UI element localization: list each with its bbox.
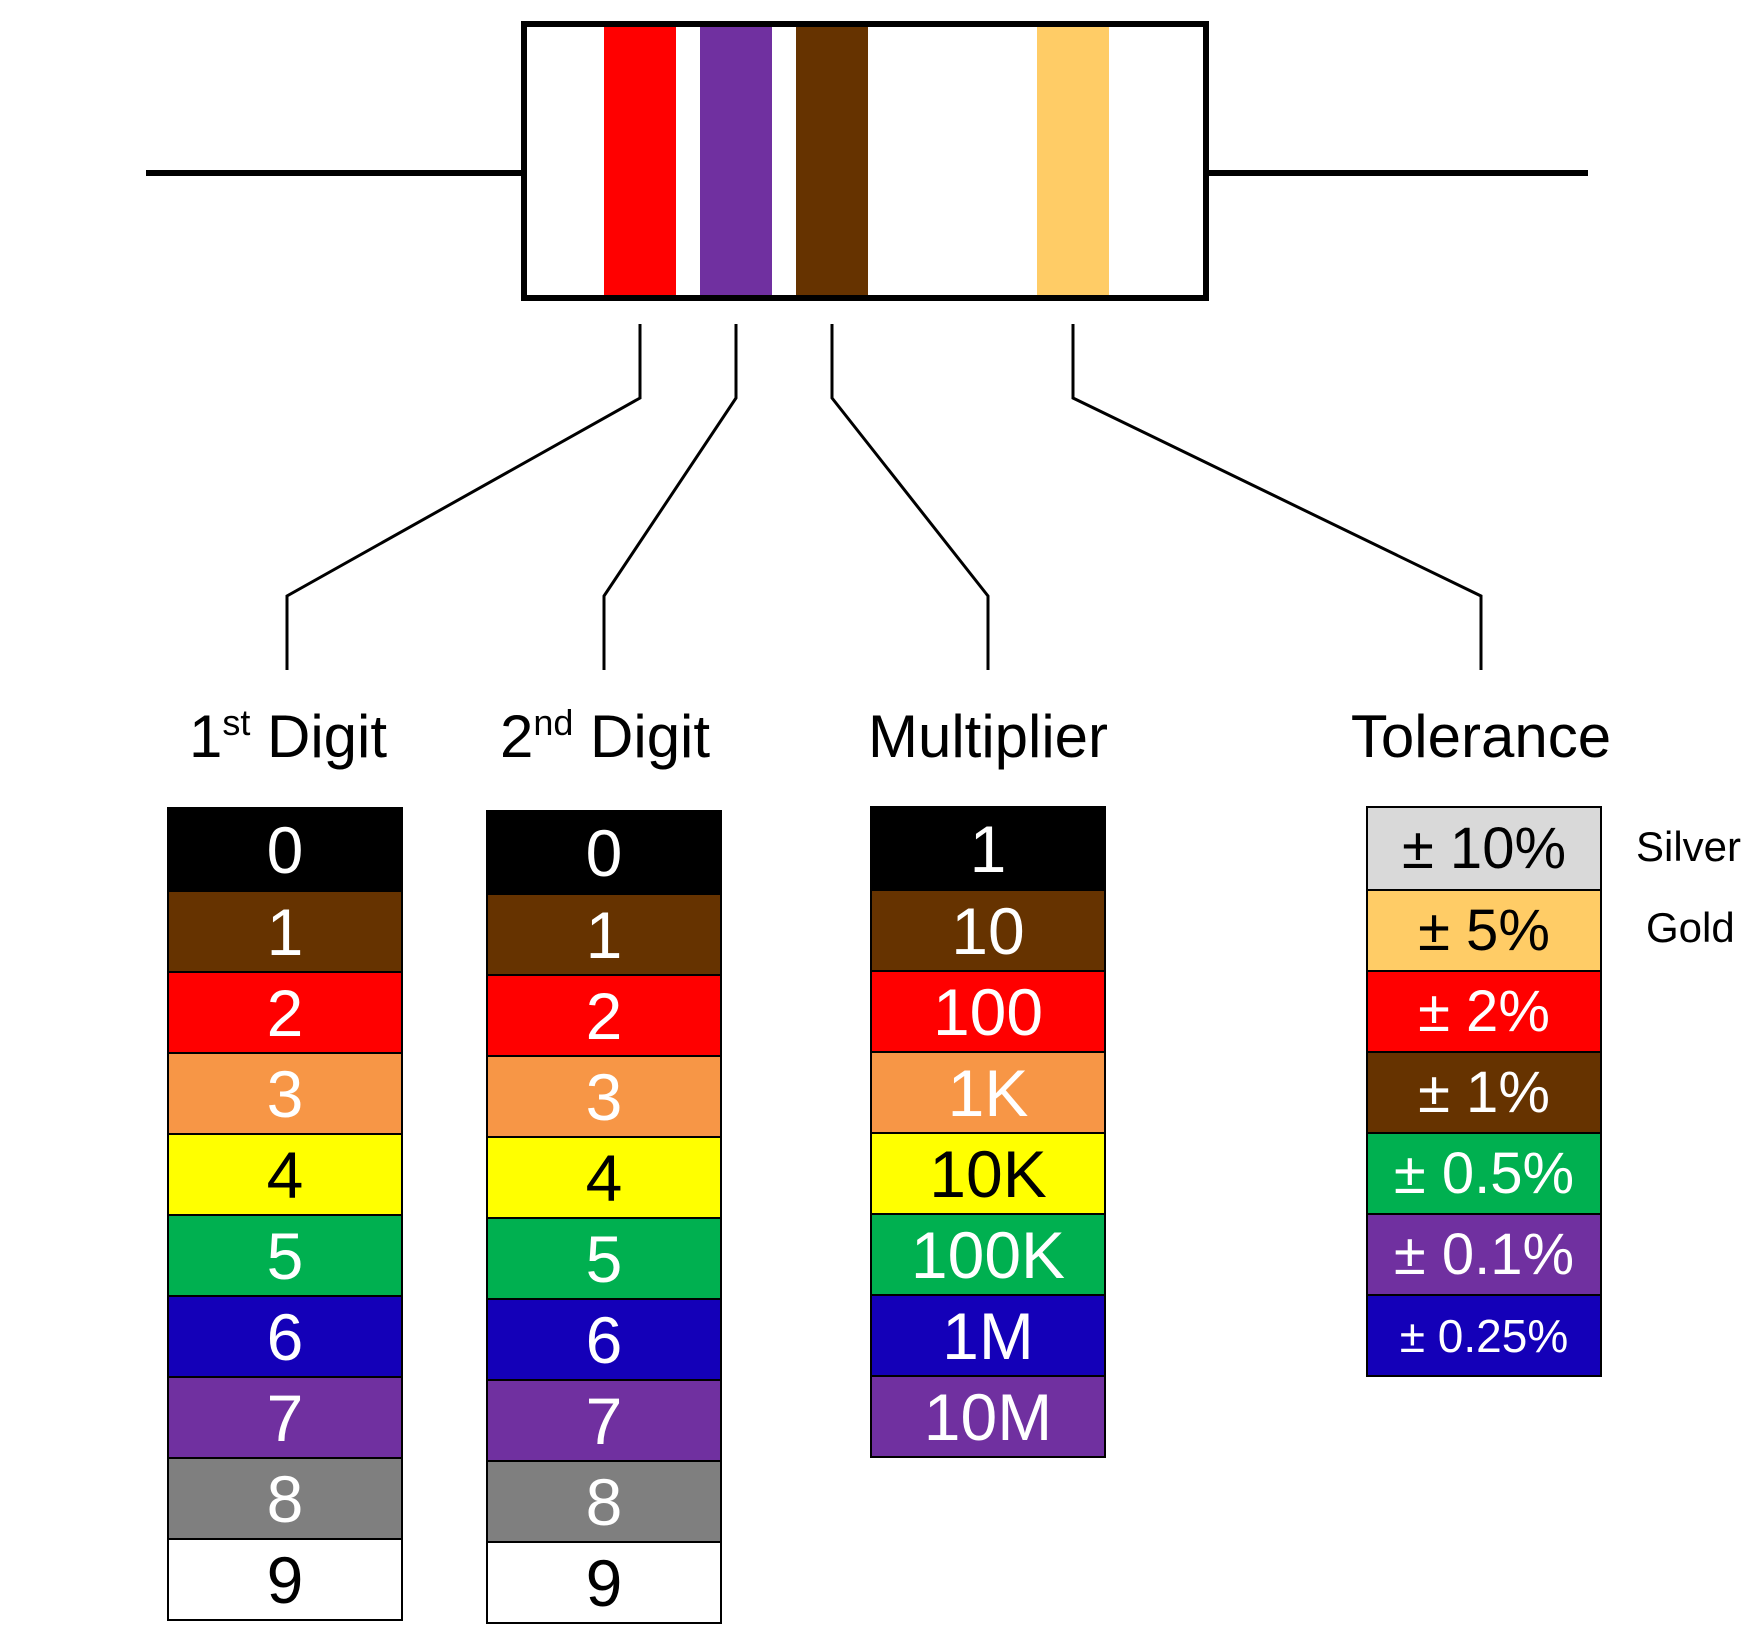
second-digit-row: 4 [488,1136,720,1217]
second-digit-row: 8 [488,1460,720,1541]
second-digit-title: 2nd Digit [480,702,730,772]
multiplier-row: 10M [872,1375,1104,1456]
connector-first-digit [285,324,642,670]
second-digit-row: 5 [488,1217,720,1298]
second-digit-row: 2 [488,974,720,1055]
second-digit-row: 9 [488,1541,720,1622]
tolerance-row: ± 1% [1368,1051,1600,1132]
first-digit-title: 1st Digit [168,702,408,772]
second-digit-band [700,27,772,295]
first-digit-row: 6 [169,1295,401,1376]
first-digit-row: 3 [169,1052,401,1133]
multiplier-row: 1M [872,1294,1104,1375]
second-digit-row: 3 [488,1055,720,1136]
first-digit-row: 0 [169,809,401,890]
tolerance-silver-label: Silver [1636,822,1742,870]
first-digit-row: 9 [169,1538,401,1619]
tolerance-row: ± 2% [1368,970,1600,1051]
multiplier-row: 100 [872,970,1104,1051]
tolerance-row: ± 10% [1368,808,1600,889]
multiplier-row: 100K [872,1213,1104,1294]
first-digit-row: 5 [169,1214,401,1295]
multiplier-row: 1 [872,808,1104,889]
first-digit-title-number: 1 [188,703,223,770]
tolerance-row: ± 0.5% [1368,1132,1600,1213]
first-digit-row: 2 [169,971,401,1052]
first-digit-title-suffix: st [222,702,251,743]
first-digit-band [604,27,676,295]
second-digit-row: 0 [488,812,720,893]
second-digit-row: 6 [488,1298,720,1379]
tolerance-gold-label: Gold [1646,903,1735,951]
second-digit-row: 1 [488,893,720,974]
multiplier-title: Multiplier [867,703,1109,770]
multiplier-row: 10K [872,1132,1104,1213]
first-digit-row: 8 [169,1457,401,1538]
tolerance-band [1037,27,1109,295]
second-digit-row: 7 [488,1379,720,1460]
connector-tolerance [1071,324,1483,670]
first-digit-row: 4 [169,1133,401,1214]
tolerance-title: Tolerance [1350,703,1612,770]
second-digit-title-suffix: nd [533,702,574,743]
multiplier-band [796,27,868,295]
tolerance-row: ± 0.1% [1368,1213,1600,1294]
second-digit-title-number: 2 [499,703,534,770]
first-digit-row: 7 [169,1376,401,1457]
second-digit-title-text: Digit [573,703,711,770]
multiplier-row: 10 [872,889,1104,970]
tolerance-table: ± 10% ± 5% ± 2% ± 1% ± 0.5% ± 0.1% ± 0.25% [1366,806,1602,1377]
multiplier-table: 1 10 100 1K 10K 100K 1M 10M [870,806,1106,1458]
connector-multiplier [830,324,990,670]
tolerance-row: ± 5% [1368,889,1600,970]
first-digit-row: 1 [169,890,401,971]
connector-second-digit [602,324,738,670]
tolerance-row: ± 0.25% [1368,1294,1600,1375]
multiplier-row: 1K [872,1051,1104,1132]
first-digit-title-text: Digit [250,703,388,770]
